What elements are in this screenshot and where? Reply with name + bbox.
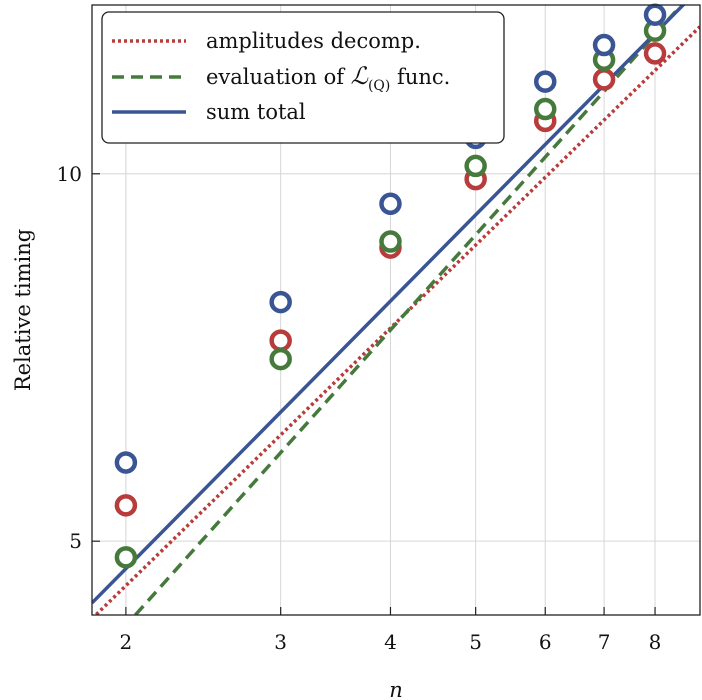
plot-frame	[91, 4, 701, 616]
x-tick-label: 8	[649, 630, 662, 654]
legend-box	[101, 11, 505, 144]
data-point-series-2	[269, 290, 292, 314]
data-points	[114, 3, 667, 569]
y-axis-label: Relative timing	[11, 229, 35, 391]
x-tick-label: 6	[539, 630, 552, 654]
data-point-series-1	[379, 230, 402, 253]
data-point-series-0	[592, 68, 616, 91]
data-point-series-2	[592, 33, 616, 57]
legend-label-sum-total: sum total	[206, 100, 306, 124]
data-point-series-2	[379, 192, 402, 216]
data-point-series-2	[643, 3, 667, 26]
x-tick-label: 2	[120, 630, 133, 654]
legend-label-evaluation: evaluation of ℒ(Q) func.	[206, 62, 450, 94]
y-tick-label: 10	[57, 162, 82, 186]
data-point-series-1	[464, 154, 487, 178]
x-tick-label: 7	[598, 630, 611, 654]
data-point-series-1	[114, 546, 138, 569]
data-point-series-0	[269, 329, 292, 352]
data-point-series-0	[643, 42, 667, 65]
x-axis-label: n	[389, 678, 403, 700]
data-point-series-1	[269, 347, 292, 371]
data-point-series-2	[533, 70, 557, 93]
x-tick-label: 5	[469, 630, 482, 654]
x-tick-label: 4	[384, 630, 397, 654]
data-point-series-2	[114, 451, 138, 474]
legend: amplitudes decomp. evaluation of ℒ(Q) fu…	[101, 11, 505, 144]
data-point-series-0	[114, 494, 138, 517]
y-tick-label: 5	[69, 529, 82, 553]
axis-ticks: 2 3 4 5 6 7 8 5 10	[57, 162, 662, 654]
data-point-series-1	[533, 97, 557, 121]
legend-label-amplitudes: amplitudes decomp.	[206, 29, 421, 53]
x-tick-label: 3	[274, 630, 287, 654]
fit-line-series-2	[92, 5, 686, 605]
